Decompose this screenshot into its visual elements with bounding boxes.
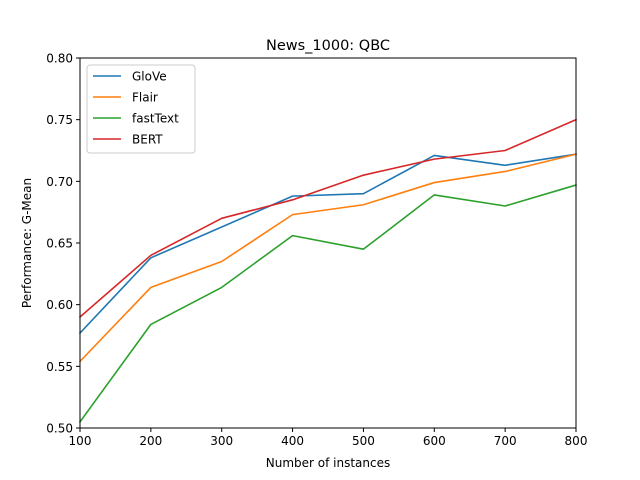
y-tick-label: 0.65 — [46, 237, 73, 251]
x-tick-label: 100 — [69, 434, 92, 448]
y-axis-label: Performance: G-Mean — [20, 178, 34, 308]
series-line-glove — [78, 153, 577, 335]
x-tick-label: 500 — [352, 434, 375, 448]
legend-label: GloVe — [132, 70, 167, 84]
chart-title: News_1000: QBC — [266, 38, 390, 54]
y-tick-label: 0.70 — [46, 175, 73, 189]
y-tick-label: 0.50 — [46, 422, 73, 436]
x-tick-label: 800 — [565, 434, 588, 448]
y-tick-label: 0.75 — [46, 113, 73, 127]
x-tick-label: 400 — [281, 434, 304, 448]
x-tick-label: 600 — [423, 434, 446, 448]
series-line-fasttext — [78, 184, 577, 423]
legend: GloVe Flair fastText BERT — [86, 64, 196, 154]
y-tick-label: 0.55 — [46, 360, 73, 374]
x-tick-label: 200 — [139, 434, 162, 448]
x-tick-label: 300 — [210, 434, 233, 448]
legend-label: Flair — [132, 91, 158, 105]
series-line-flair — [78, 153, 577, 363]
y-tick-label: 0.60 — [46, 298, 73, 312]
legend-label: BERT — [132, 133, 163, 147]
series-line-bert — [78, 118, 578, 319]
x-axis: 100 200 300 400 500 600 700 800 — [69, 428, 588, 448]
x-tick-label: 700 — [494, 434, 517, 448]
legend-label: fastText — [132, 112, 179, 126]
x-axis-label: Number of instances — [266, 456, 391, 470]
y-axis: 0.50 0.55 0.60 0.65 0.70 0.75 0.80 — [46, 52, 80, 436]
series-lines — [78, 118, 578, 423]
y-tick-label: 0.80 — [46, 52, 73, 66]
legend-box — [86, 64, 196, 154]
